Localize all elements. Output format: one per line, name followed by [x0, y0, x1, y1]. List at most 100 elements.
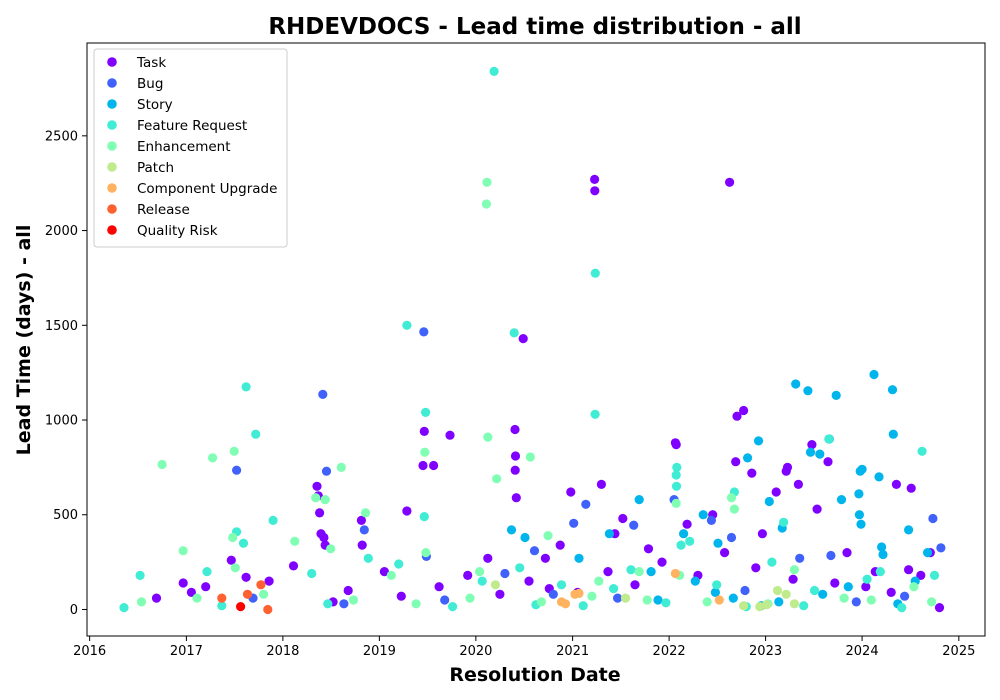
series-patch: [490, 580, 800, 612]
plot-frame: [86, 42, 986, 637]
data-point: [560, 599, 571, 609]
data-point: [732, 411, 742, 421]
x-tick-label: 2020: [459, 644, 492, 659]
data-point: [307, 568, 317, 579]
data-point: [483, 553, 493, 563]
data-point: [720, 548, 730, 558]
series-task: [151, 174, 945, 613]
data-point: [679, 529, 689, 539]
data-point: [483, 432, 493, 442]
data-point: [888, 429, 898, 439]
data-point: [339, 599, 349, 609]
data-point: [831, 390, 841, 400]
data-point: [936, 543, 946, 553]
data-point: [448, 602, 458, 612]
y-axis-label: Lead Time (days) - all: [13, 225, 35, 456]
data-point: [590, 186, 600, 196]
data-point: [788, 574, 798, 584]
data-point: [590, 174, 600, 184]
data-point: [135, 570, 145, 581]
data-point: [419, 327, 429, 337]
data-point: [596, 479, 607, 489]
data-point: [489, 66, 499, 76]
data-point: [259, 589, 269, 599]
data-point: [525, 452, 535, 462]
data-point: [217, 601, 227, 611]
data-point: [429, 460, 439, 471]
data-point: [420, 447, 430, 457]
data-point: [251, 429, 261, 439]
x-tick-label: 2022: [653, 644, 686, 659]
data-point: [690, 576, 700, 586]
legend-box: [93, 48, 288, 248]
data-point: [510, 451, 521, 461]
data-point: [851, 597, 861, 607]
data-point: [839, 593, 849, 603]
data-point: [909, 582, 919, 592]
data-point: [323, 599, 333, 609]
data-point: [217, 593, 227, 603]
data-point: [495, 589, 505, 599]
data-point: [618, 513, 628, 524]
data-point: [361, 508, 371, 518]
data-point: [290, 536, 300, 546]
x-axis-label: Resolution Date: [449, 664, 620, 686]
series-story: [506, 369, 933, 611]
data-point: [119, 603, 129, 613]
data-point: [779, 517, 789, 527]
data-point: [815, 449, 825, 459]
data-point: [823, 457, 833, 467]
data-point: [326, 544, 336, 554]
legend-label: Component Upgrade: [137, 181, 277, 197]
data-point: [202, 567, 212, 577]
data-point: [230, 563, 240, 573]
data-point: [934, 603, 945, 613]
data-point: [710, 587, 721, 598]
data-point: [714, 595, 724, 605]
data-point: [906, 483, 916, 493]
data-point: [781, 466, 791, 476]
data-point: [574, 588, 584, 599]
data-point: [386, 570, 396, 581]
legend-marker: [107, 162, 117, 172]
data-point: [556, 580, 567, 590]
data-point: [524, 576, 534, 586]
legend-marker: [107, 57, 117, 67]
data-point: [702, 597, 712, 607]
data-point: [916, 570, 926, 581]
data-point: [581, 499, 591, 509]
data-point: [440, 595, 450, 605]
data-point: [348, 595, 359, 605]
legend-marker: [107, 99, 117, 109]
data-point: [799, 601, 809, 611]
data-point: [812, 504, 822, 514]
x-tick-label: 2017: [170, 644, 203, 659]
legend: Task Bug Story Feature Request Enhancement Pa…: [93, 48, 288, 248]
legend-marker: [107, 225, 117, 235]
data-point: [357, 540, 367, 550]
legend-marker: [107, 120, 117, 130]
data-point: [830, 578, 840, 588]
data-point: [751, 563, 761, 573]
data-point: [229, 446, 239, 456]
data-point: [613, 593, 623, 603]
data-point: [795, 553, 805, 563]
data-point: [543, 531, 553, 541]
data-point: [793, 479, 804, 489]
data-point: [178, 546, 188, 556]
axes: 2016 2017 2018 2019 2020 2021 2022 2023 2024 2025…: [45, 42, 986, 659]
data-point: [671, 470, 681, 480]
legend-label: Patch: [137, 160, 174, 176]
data-point: [672, 462, 682, 472]
data-point: [506, 525, 517, 535]
chart-title: RHDEVDOCS - Lead time distribution - all: [268, 14, 801, 40]
data-point: [490, 580, 500, 590]
data-point: [929, 570, 940, 581]
data-point: [363, 553, 373, 563]
series-component-upgrade: [556, 568, 724, 609]
data-point: [475, 567, 485, 577]
legend-marker: [107, 78, 117, 88]
data-point: [706, 515, 717, 526]
data-point: [232, 465, 242, 475]
data-point: [657, 557, 667, 567]
